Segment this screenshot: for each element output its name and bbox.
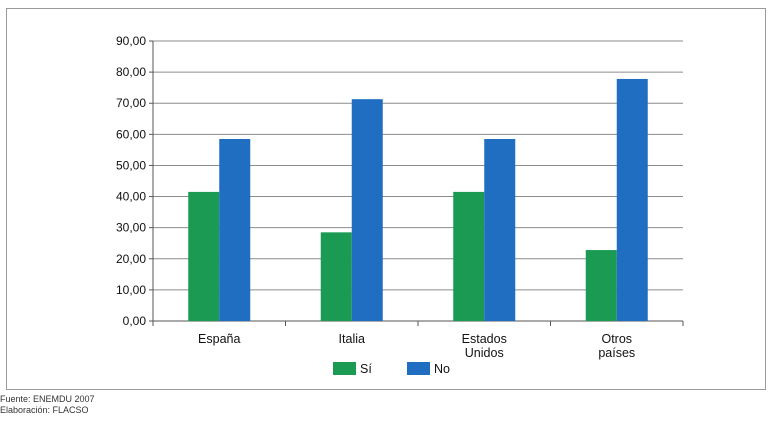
bar-si	[585, 250, 617, 321]
y-tick-label: 0,00	[123, 314, 147, 328]
bar-no	[484, 139, 516, 321]
category-label: España	[198, 332, 240, 346]
bar-si	[188, 191, 220, 321]
bar-chart: 0,00 10,00 20,00 30,00 40,00 50,00 60,00 70,00 8…	[116, 34, 684, 376]
category-label: Unidos	[465, 346, 504, 360]
category-label: Estados	[462, 332, 507, 346]
category-label: Otros	[601, 332, 632, 346]
chart-frame: 0,00 10,00 20,00 30,00 40,00 50,00 60,00 70,00 8…	[6, 8, 766, 390]
legend-swatch	[407, 362, 430, 375]
y-tick-label: 80,00	[116, 65, 146, 79]
source-notes: Fuente: ENEMDU 2007 Elaboración: FLACSO	[0, 394, 95, 416]
bar-si	[453, 191, 485, 321]
category-label: Italia	[339, 332, 365, 346]
bar-si	[320, 232, 352, 321]
y-tick-label: 40,00	[116, 190, 146, 204]
y-tick-label: 50,00	[116, 158, 146, 172]
y-tick-label: 60,00	[116, 127, 146, 141]
bar-no	[351, 99, 383, 321]
legend-swatch	[333, 362, 356, 375]
y-tick-label: 90,00	[116, 34, 146, 48]
source-note: Fuente: ENEMDU 2007	[0, 394, 95, 404]
y-tick-label: 10,00	[116, 283, 146, 297]
elaboration-note: Elaboración: FLACSO	[0, 405, 89, 415]
category-label: países	[598, 346, 635, 360]
bar-no	[219, 139, 251, 321]
y-tick-label: 70,00	[116, 96, 146, 110]
legend-label: Sí	[360, 362, 372, 376]
legend-label: No	[434, 362, 450, 376]
bar-no	[616, 78, 648, 321]
y-tick-label: 20,00	[116, 252, 146, 266]
y-tick-label: 30,00	[116, 221, 146, 235]
